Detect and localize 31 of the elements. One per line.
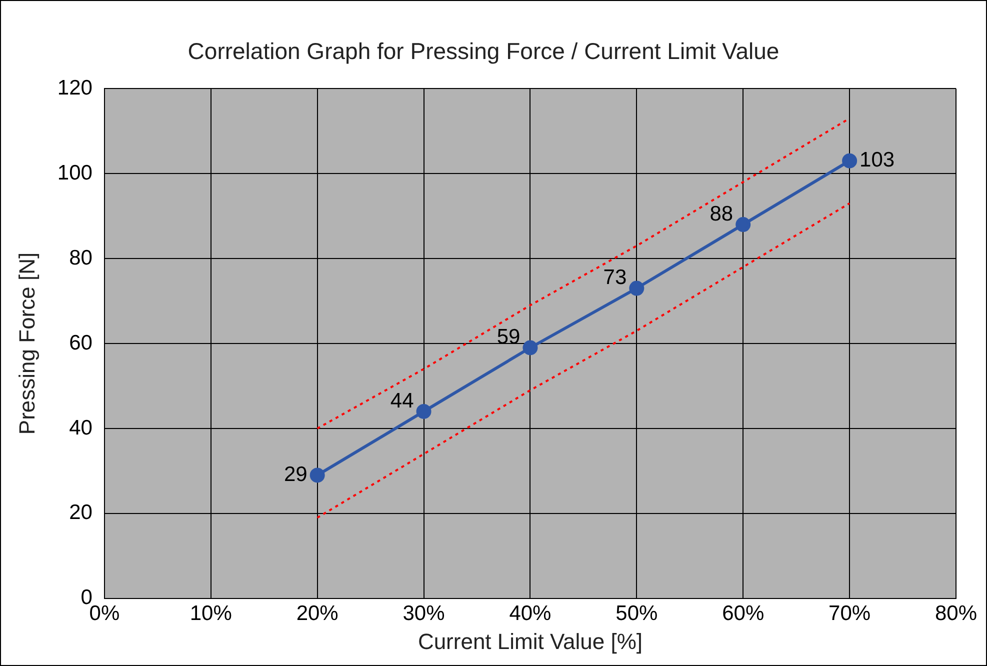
data-label: 59: [496, 326, 520, 349]
x-tick-label: 50%: [616, 602, 658, 625]
point: [416, 404, 432, 419]
data-label: 73: [603, 266, 627, 290]
x-tick-label: 40%: [509, 602, 552, 625]
y-tick-label: 60: [69, 331, 92, 354]
data-label: 44: [390, 389, 414, 412]
x-tick-label: 0%: [89, 602, 120, 625]
chart-title: Correlation Graph for Pressing Force / Current Limit Value: [188, 38, 780, 64]
point: [522, 340, 538, 356]
data-label: 29: [284, 462, 308, 486]
data-label: 103: [860, 148, 895, 172]
y-tick-label: 100: [57, 161, 92, 184]
x-tick-label: 70%: [828, 602, 871, 625]
point: [629, 280, 644, 296]
line-series: [316, 117, 851, 430]
y-tick-label: 120: [57, 76, 92, 100]
data-label: 88: [710, 202, 734, 226]
x-tick-label: 60%: [722, 602, 764, 625]
x-tick-label: 80%: [934, 602, 978, 625]
point: [842, 153, 858, 168]
line-series: [316, 202, 851, 519]
y-tick-label: 80: [69, 246, 92, 270]
y-tick-label: 40: [69, 416, 92, 440]
y-axis-title: Pressing Force [N]: [14, 252, 40, 435]
x-tick-label: 20%: [296, 602, 338, 625]
point: [310, 468, 325, 483]
x-tick-label: 30%: [402, 602, 445, 625]
y-tick-label: 20: [69, 501, 92, 524]
x-tick-label: 10%: [190, 602, 232, 625]
point: [736, 217, 751, 232]
